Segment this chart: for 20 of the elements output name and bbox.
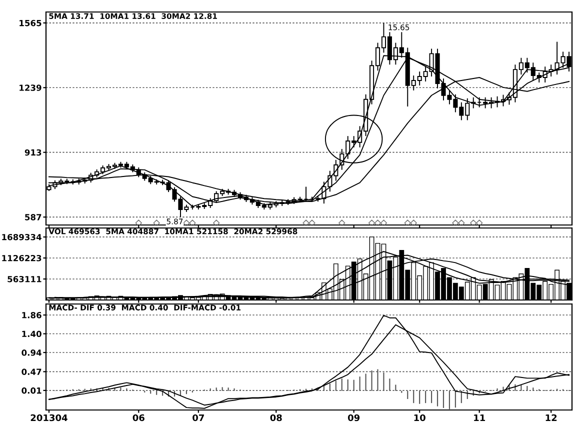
x-tick-label: 12 [546, 414, 557, 422]
y-tick-label: 563111 [8, 276, 42, 282]
y-tick-label: 0.01 [22, 387, 42, 394]
y-tick-label: 1565 [20, 20, 42, 26]
y-tick-label: 1.86 [22, 312, 42, 318]
x-tick-label: 08 [270, 414, 282, 422]
y-tick-label: 913 [24, 149, 42, 156]
y-tick-label: 587 [25, 214, 42, 220]
x-tick-label: 09 [348, 414, 360, 422]
y-tick-label: 1126223 [2, 254, 42, 262]
y-tick-label: 1.40 [22, 330, 42, 338]
y-tick-label: 1689334 [2, 234, 42, 240]
y-tick-label: 0.94 [22, 349, 42, 356]
y-tick-label: 0.47 [22, 368, 42, 375]
x-tick-label: 201304 [30, 414, 68, 422]
x-tick-label: 11 [474, 414, 486, 422]
x-tick-label: 10 [414, 414, 426, 422]
x-tick-label: 06 [132, 414, 144, 422]
x-tick-label: 07 [192, 414, 204, 422]
y-tick-label: 1239 [20, 84, 42, 91]
